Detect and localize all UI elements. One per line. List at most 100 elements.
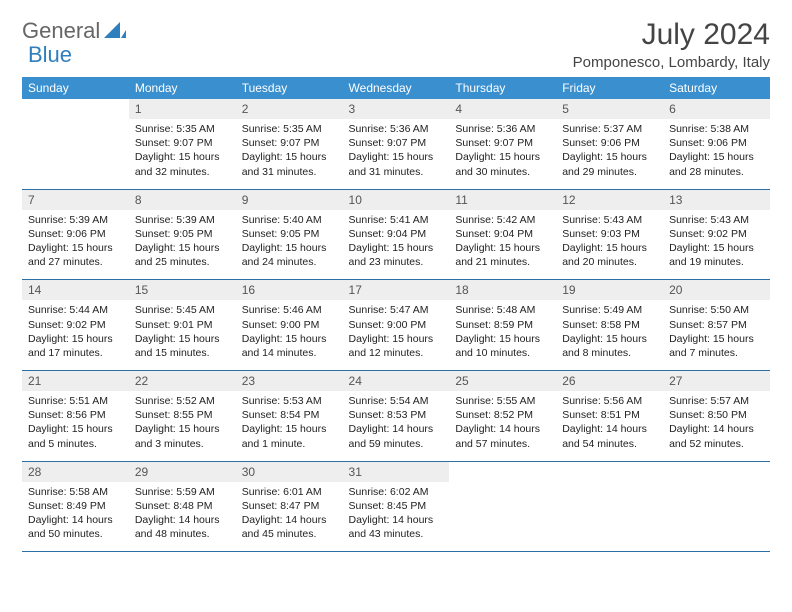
day-number: 27 [663, 371, 770, 392]
day-detail-cell [663, 482, 770, 552]
day-detail-cell: Sunrise: 5:55 AMSunset: 8:52 PMDaylight:… [449, 391, 556, 461]
weekday-header: Monday [129, 77, 236, 99]
sunset-text: Sunset: 9:03 PM [562, 227, 657, 241]
sunrise-text: Sunrise: 5:37 AM [562, 122, 657, 136]
daylight-text-2: and 14 minutes. [242, 346, 337, 360]
sunrise-text: Sunrise: 5:39 AM [135, 213, 230, 227]
day-detail-cell: Sunrise: 5:45 AMSunset: 9:01 PMDaylight:… [129, 300, 236, 370]
daylight-text-1: Daylight: 15 hours [28, 422, 123, 436]
daylight-text-2: and 52 minutes. [669, 437, 764, 451]
daylight-text-1: Daylight: 15 hours [135, 422, 230, 436]
sunrise-text: Sunrise: 5:35 AM [242, 122, 337, 136]
sunset-text: Sunset: 9:04 PM [349, 227, 444, 241]
daylight-text-1: Daylight: 15 hours [349, 241, 444, 255]
daylight-text-2: and 54 minutes. [562, 437, 657, 451]
daylight-text-1: Daylight: 15 hours [242, 332, 337, 346]
sunrise-text: Sunrise: 5:39 AM [28, 213, 123, 227]
calendar-table: Sunday Monday Tuesday Wednesday Thursday… [22, 77, 770, 552]
day-number: 21 [22, 371, 129, 392]
sunset-text: Sunset: 9:02 PM [28, 318, 123, 332]
sunset-text: Sunset: 8:47 PM [242, 499, 337, 513]
daylight-text-1: Daylight: 14 hours [562, 422, 657, 436]
sunset-text: Sunset: 8:57 PM [669, 318, 764, 332]
daylight-text-2: and 50 minutes. [28, 527, 123, 541]
daylight-text-2: and 31 minutes. [242, 165, 337, 179]
daylight-text-1: Daylight: 15 hours [562, 332, 657, 346]
daylight-text-2: and 5 minutes. [28, 437, 123, 451]
daylight-text-2: and 3 minutes. [135, 437, 230, 451]
daylight-text-1: Daylight: 15 hours [242, 241, 337, 255]
title-block: July 2024 Pomponesco, Lombardy, Italy [573, 18, 770, 71]
sunset-text: Sunset: 9:06 PM [562, 136, 657, 150]
sunrise-text: Sunrise: 5:46 AM [242, 303, 337, 317]
brand-logo: General [22, 18, 128, 44]
month-title: July 2024 [573, 18, 770, 52]
daylight-text-2: and 31 minutes. [349, 165, 444, 179]
weekday-header: Friday [556, 77, 663, 99]
daylight-text-2: and 27 minutes. [28, 255, 123, 269]
day-number-row: 28293031 [22, 461, 770, 482]
daylight-text-1: Daylight: 15 hours [349, 332, 444, 346]
day-number: 14 [22, 280, 129, 301]
sunset-text: Sunset: 8:56 PM [28, 408, 123, 422]
brand-part1: General [22, 18, 100, 44]
day-number: 23 [236, 371, 343, 392]
day-number-row: 14151617181920 [22, 280, 770, 301]
sunset-text: Sunset: 9:05 PM [135, 227, 230, 241]
day-number: 16 [236, 280, 343, 301]
sunrise-text: Sunrise: 5:44 AM [28, 303, 123, 317]
daylight-text-2: and 1 minute. [242, 437, 337, 451]
day-detail-cell: Sunrise: 5:53 AMSunset: 8:54 PMDaylight:… [236, 391, 343, 461]
day-number [556, 461, 663, 482]
day-number: 25 [449, 371, 556, 392]
day-number [663, 461, 770, 482]
day-detail-cell: Sunrise: 5:49 AMSunset: 8:58 PMDaylight:… [556, 300, 663, 370]
weekday-header: Thursday [449, 77, 556, 99]
sunrise-text: Sunrise: 5:42 AM [455, 213, 550, 227]
daylight-text-2: and 32 minutes. [135, 165, 230, 179]
day-number [22, 99, 129, 119]
sunrise-text: Sunrise: 6:02 AM [349, 485, 444, 499]
daylight-text-2: and 45 minutes. [242, 527, 337, 541]
sunset-text: Sunset: 8:52 PM [455, 408, 550, 422]
sunset-text: Sunset: 9:00 PM [349, 318, 444, 332]
daylight-text-2: and 10 minutes. [455, 346, 550, 360]
daylight-text-2: and 15 minutes. [135, 346, 230, 360]
day-detail-cell [449, 482, 556, 552]
day-detail-cell: Sunrise: 6:01 AMSunset: 8:47 PMDaylight:… [236, 482, 343, 552]
day-detail-cell: Sunrise: 5:54 AMSunset: 8:53 PMDaylight:… [343, 391, 450, 461]
daylight-text-2: and 43 minutes. [349, 527, 444, 541]
sunset-text: Sunset: 9:07 PM [349, 136, 444, 150]
sunset-text: Sunset: 9:06 PM [669, 136, 764, 150]
daylight-text-1: Daylight: 15 hours [562, 150, 657, 164]
daylight-text-2: and 48 minutes. [135, 527, 230, 541]
day-detail-cell [22, 119, 129, 189]
sunset-text: Sunset: 8:48 PM [135, 499, 230, 513]
day-detail-cell: Sunrise: 5:46 AMSunset: 9:00 PMDaylight:… [236, 300, 343, 370]
weekday-header-row: Sunday Monday Tuesday Wednesday Thursday… [22, 77, 770, 99]
sunset-text: Sunset: 9:02 PM [669, 227, 764, 241]
weekday-header: Wednesday [343, 77, 450, 99]
day-number: 28 [22, 461, 129, 482]
day-number: 22 [129, 371, 236, 392]
day-detail-cell: Sunrise: 5:41 AMSunset: 9:04 PMDaylight:… [343, 210, 450, 280]
daylight-text-1: Daylight: 14 hours [135, 513, 230, 527]
day-detail-cell: Sunrise: 5:39 AMSunset: 9:05 PMDaylight:… [129, 210, 236, 280]
daylight-text-1: Daylight: 15 hours [669, 332, 764, 346]
sunrise-text: Sunrise: 5:40 AM [242, 213, 337, 227]
sunset-text: Sunset: 8:53 PM [349, 408, 444, 422]
sunset-text: Sunset: 8:55 PM [135, 408, 230, 422]
day-number: 9 [236, 189, 343, 210]
daylight-text-2: and 12 minutes. [349, 346, 444, 360]
sunrise-text: Sunrise: 5:38 AM [669, 122, 764, 136]
daylight-text-1: Daylight: 15 hours [669, 241, 764, 255]
sunrise-text: Sunrise: 5:50 AM [669, 303, 764, 317]
day-number: 19 [556, 280, 663, 301]
day-detail-row: Sunrise: 5:58 AMSunset: 8:49 PMDaylight:… [22, 482, 770, 552]
daylight-text-2: and 25 minutes. [135, 255, 230, 269]
day-number: 24 [343, 371, 450, 392]
brand-part2: Blue [28, 42, 72, 67]
header: General July 2024 Pomponesco, Lombardy, … [22, 18, 770, 71]
day-number: 18 [449, 280, 556, 301]
daylight-text-1: Daylight: 14 hours [455, 422, 550, 436]
